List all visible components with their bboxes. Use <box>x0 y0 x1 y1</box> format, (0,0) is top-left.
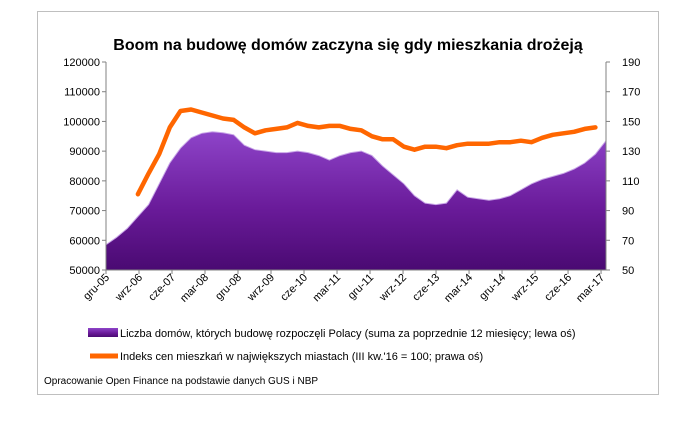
y-left-tick-label: 80000 <box>69 176 100 188</box>
y-left-tick-label: 90000 <box>69 146 100 158</box>
legend-swatch-houses <box>88 328 118 337</box>
legend-label-price-index: Indeks cen mieszkań w największych miast… <box>120 351 483 363</box>
area-series-houses <box>105 131 607 271</box>
y-right-tick-label: 130 <box>622 146 640 158</box>
y-right-tick-label: 150 <box>622 116 640 128</box>
y-left-tick-label: 120000 <box>63 57 100 69</box>
y-right-tick-label: 70 <box>622 235 634 247</box>
y-left-tick-label: 100000 <box>63 116 100 128</box>
line-series-price-index <box>135 107 598 197</box>
x-tick-label: gru-14 <box>477 272 508 303</box>
chart-frame: Boom na budowę domów zaczyna się gdy mie… <box>37 11 659 395</box>
y-right-tick-label: 170 <box>622 87 640 99</box>
x-tick-label: wrz-09 <box>245 272 278 305</box>
x-tick-label: gru-08 <box>213 272 244 303</box>
x-tick-label: mar-17 <box>574 272 607 305</box>
x-tick-label: cze-10 <box>278 272 310 304</box>
y-right-tick-label: 50 <box>622 265 634 277</box>
x-tick-label: wrz-06 <box>113 272 146 305</box>
x-tick-label: mar-11 <box>311 272 344 305</box>
x-tick-label: wrz-12 <box>377 272 410 305</box>
y-right-tick-label: 90 <box>622 206 634 218</box>
y-left-tick-label: 50000 <box>69 265 100 277</box>
y-left-tick-label: 60000 <box>69 235 100 247</box>
chart-canvas: Boom na budowę domów zaczyna się gdy mie… <box>44 37 640 387</box>
chart-title: Boom na budowę domów zaczyna się gdy mie… <box>113 37 583 54</box>
y-right-tick-label: 190 <box>622 57 640 69</box>
y-right-tick-label: 110 <box>622 176 640 188</box>
y-left-tick-label: 70000 <box>69 206 100 218</box>
x-tick-label: gru-11 <box>346 272 376 302</box>
source-note: Opracowanie Open Finance na podstawie da… <box>44 376 318 387</box>
x-tick-label: mar-14 <box>442 272 475 305</box>
x-tick-label: cze-16 <box>542 272 574 304</box>
x-tick-label: cze-13 <box>410 272 442 304</box>
legend-label-houses: Liczba domów, których budowę rozpoczęli … <box>120 328 576 340</box>
y-left-tick-label: 110000 <box>64 87 100 99</box>
x-tick-label: cze-07 <box>146 272 178 304</box>
x-tick-label: wrz-15 <box>509 272 542 305</box>
x-tick-label: mar-08 <box>178 272 211 305</box>
